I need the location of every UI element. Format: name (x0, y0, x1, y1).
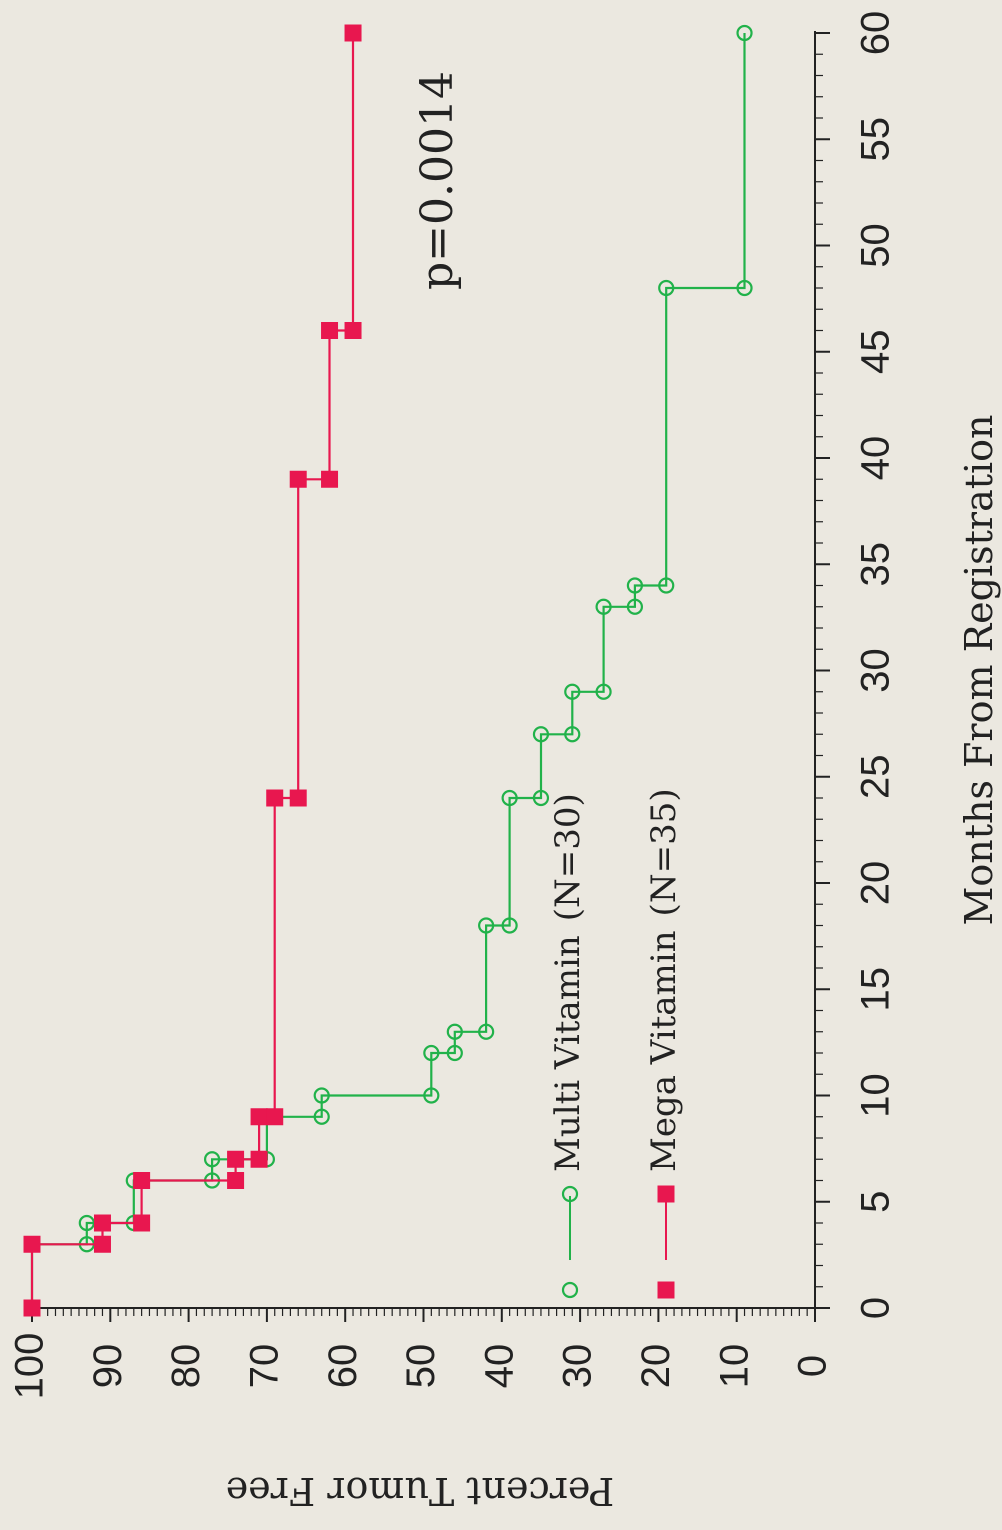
data-point (93, 1214, 111, 1232)
legend-marker (561, 1185, 579, 1203)
data-point (321, 470, 339, 488)
percent-tick-label: 0 (791, 1355, 835, 1377)
legend-series-name: Mega Vitamin (644, 930, 684, 1172)
percent-tick-label: 80 (164, 1344, 208, 1389)
legend-item-mega-vitamin: Mega Vitamin (N=35) (644, 788, 684, 1299)
series-mega-vitamin (23, 24, 362, 1317)
data-point (658, 279, 675, 297)
legend-marker (657, 1281, 675, 1299)
data-point (344, 322, 362, 339)
month-tick-label: 10 (854, 1073, 898, 1118)
data-point (23, 1235, 41, 1253)
data-point (227, 1150, 245, 1168)
data-point (321, 322, 339, 339)
data-point (501, 917, 518, 934)
percent-tick-label: 30 (556, 1344, 600, 1389)
month-tick-label: 50 (854, 223, 898, 268)
data-point (736, 279, 753, 297)
percent-tick-label: 50 (399, 1344, 443, 1389)
data-point (266, 1108, 284, 1126)
legend-item-multi-vitamin: Multi Vitamin (N=30) (548, 793, 588, 1299)
data-point (344, 24, 362, 42)
data-point (532, 726, 550, 743)
data-point (658, 577, 675, 594)
month-tick-label: 25 (854, 755, 898, 800)
month-tick-label: 45 (854, 330, 898, 375)
data-point (595, 598, 612, 615)
data-point (313, 1108, 330, 1125)
data-point (446, 1023, 463, 1040)
legend-marker (561, 1281, 579, 1299)
x-axis-title: Months From Registration (957, 414, 1001, 925)
data-point (23, 1299, 41, 1317)
percent-tick-label: 20 (634, 1344, 678, 1389)
percent-tick-label: 10 (712, 1344, 756, 1389)
month-tick-label: 40 (854, 436, 898, 481)
legend-marker (657, 1185, 675, 1203)
data-point (289, 470, 307, 488)
legend-label: Mega Vitamin (N=35) (644, 788, 684, 1172)
legend-series-n: (N=35) (644, 788, 684, 916)
data-point (313, 1087, 330, 1104)
data-point (423, 1087, 440, 1104)
percent-tick-label: 60 (321, 1344, 365, 1389)
month-tick-label: 5 (854, 1191, 898, 1213)
data-point (595, 683, 612, 700)
month-tick-label: 0 (854, 1297, 898, 1319)
data-point (564, 726, 581, 743)
data-point (532, 789, 550, 807)
percent-tick-label: 100 (8, 1333, 52, 1400)
data-point (478, 1023, 495, 1040)
data-point (736, 24, 753, 42)
legend-label: Multi Vitamin (N=30) (548, 793, 588, 1172)
data-point (250, 1150, 268, 1168)
month-tick-label: 20 (854, 861, 898, 906)
legend: Multi Vitamin (N=30) Mega Vitamin (N=35) (548, 788, 684, 1299)
y-axis-title: Percent Tumor Free (226, 1469, 615, 1513)
month-tick-label: 55 (854, 117, 898, 162)
data-point (266, 789, 284, 807)
data-point (478, 917, 495, 934)
data-point (423, 1044, 440, 1062)
data-point (133, 1172, 151, 1189)
month-tick-label: 30 (854, 648, 898, 693)
month-tick-label: 60 (854, 11, 898, 56)
month-tick-label: 15 (854, 967, 898, 1012)
data-point (227, 1172, 245, 1189)
data-point (289, 789, 307, 807)
data-point (250, 1108, 268, 1126)
series-layer (23, 24, 753, 1317)
percent-tick-label: 90 (86, 1344, 130, 1389)
data-point (564, 683, 581, 700)
data-point (133, 1214, 151, 1232)
series-multi-vitamin (23, 24, 753, 1317)
percent-tick-label: 40 (477, 1344, 521, 1389)
data-point (446, 1044, 463, 1062)
data-point (626, 598, 644, 615)
legend-series-n: (N=30) (548, 793, 588, 921)
percent-tick-label: 70 (242, 1344, 286, 1389)
p-value-annotation: p=0.0014 (412, 71, 463, 290)
x-axis: 0 5 10 15 20 25 30 35 40 45 50 55 60 (814, 11, 898, 1319)
month-tick-label: 35 (854, 542, 898, 587)
data-point (93, 1235, 111, 1253)
data-point (78, 1214, 95, 1232)
data-point (203, 1151, 221, 1168)
series-line (30, 33, 746, 1308)
data-point (501, 789, 518, 807)
legend-series-name: Multi Vitamin (548, 935, 588, 1172)
y-axis: 0 10 20 30 40 50 60 70 80 90 100 (8, 1307, 835, 1400)
data-point (626, 577, 644, 594)
